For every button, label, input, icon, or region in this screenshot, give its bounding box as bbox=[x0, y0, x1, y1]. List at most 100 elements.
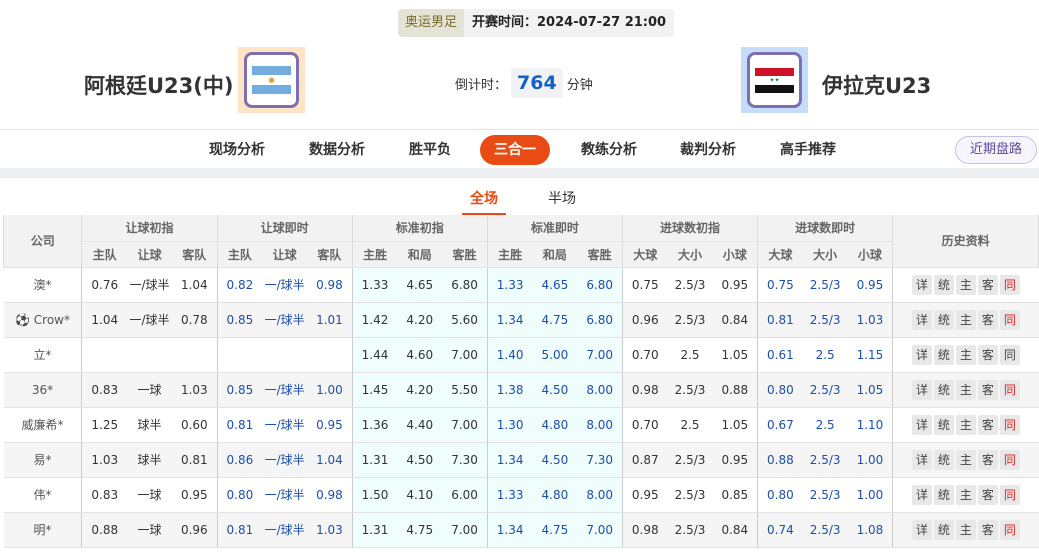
home-flag[interactable]: ● bbox=[238, 47, 305, 113]
company-name: 威廉希* bbox=[21, 418, 64, 432]
recent-trend-button[interactable]: 近期盘路 bbox=[954, 136, 1037, 164]
history-button[interactable]: 同 bbox=[999, 449, 1020, 470]
odds-cell: 8.00 bbox=[577, 407, 623, 443]
history-button[interactable]: 主 bbox=[955, 484, 976, 505]
history-button[interactable]: 主 bbox=[955, 449, 976, 470]
odds-cell: 0.80 bbox=[216, 477, 263, 513]
history-button[interactable]: 同 bbox=[999, 484, 1020, 505]
company-cell[interactable]: 立* bbox=[3, 337, 83, 373]
league-badge[interactable]: 奥运男足 bbox=[398, 9, 465, 37]
odds-cell: 1.30 bbox=[486, 407, 533, 443]
history-button[interactable]: 同 bbox=[999, 414, 1020, 435]
sub-header: 让球 bbox=[127, 241, 173, 268]
company-cell[interactable]: 36* bbox=[3, 372, 83, 408]
odds-cell: 1.03 bbox=[847, 302, 893, 338]
home-team-name[interactable]: 阿根廷U23(中) bbox=[84, 74, 234, 98]
tab-expert-picks[interactable]: 高手推荐 bbox=[780, 142, 836, 158]
history-button[interactable]: 统 bbox=[933, 309, 954, 330]
history-button[interactable]: 客 bbox=[977, 274, 998, 295]
odds-cell: 0.60 bbox=[172, 407, 218, 443]
company-cell[interactable]: 明* bbox=[3, 512, 83, 548]
sub-header: 大小 bbox=[667, 241, 713, 268]
tab-three-in-one[interactable]: 三合一 bbox=[480, 135, 550, 165]
tab-referee-analysis[interactable]: 裁判分析 bbox=[680, 142, 736, 158]
odds-cell: 1.15 bbox=[847, 337, 893, 373]
history-button[interactable]: 统 bbox=[933, 274, 954, 295]
tab-live-analysis[interactable]: 现场分析 bbox=[209, 142, 265, 158]
history-button[interactable]: 客 bbox=[977, 309, 998, 330]
history-button[interactable]: 同 bbox=[999, 379, 1020, 400]
history-button[interactable]: 客 bbox=[977, 449, 998, 470]
odds-cell: 0.85 bbox=[216, 372, 263, 408]
history-cell: 详统主客同 bbox=[892, 407, 1039, 443]
history-button[interactable]: 同 bbox=[999, 519, 1020, 540]
away-team-name[interactable]: 伊拉克U23 bbox=[822, 74, 932, 98]
group-header: 让球即时 bbox=[216, 215, 353, 242]
odds-cell: 4.75 bbox=[532, 302, 578, 338]
history-button[interactable]: 同 bbox=[999, 309, 1020, 330]
history-button[interactable]: 详 bbox=[911, 484, 932, 505]
odds-cell: 1.00 bbox=[847, 442, 893, 478]
odds-cell: 1.04 bbox=[307, 442, 353, 478]
history-button[interactable]: 详 bbox=[911, 274, 932, 295]
odds-cell: 6.80 bbox=[577, 267, 623, 303]
odds-cell: 2.5/3 bbox=[667, 477, 713, 513]
odds-cell: 4.80 bbox=[532, 477, 578, 513]
history-button[interactable]: 统 bbox=[933, 379, 954, 400]
history-button[interactable]: 主 bbox=[955, 309, 976, 330]
history-button[interactable]: 主 bbox=[955, 344, 976, 365]
odds-cell: 1.34 bbox=[486, 442, 533, 478]
company-cell[interactable]: ⚽ Crow* bbox=[3, 302, 83, 338]
company-cell[interactable]: 威廉希* bbox=[3, 407, 83, 443]
history-button[interactable]: 主 bbox=[955, 274, 976, 295]
away-flag[interactable]: ✦✦ bbox=[741, 47, 808, 113]
table-row: ⚽ Crow* 1.04 一/球半 0.78 0.85 一/球半 1.01 1.42 4.20 5… bbox=[3, 302, 1039, 338]
odds-cell: 0.80 bbox=[757, 372, 803, 408]
odds-cell: 0.84 bbox=[712, 512, 758, 548]
history-button[interactable]: 详 bbox=[911, 449, 932, 470]
subtab-full[interactable]: 全场 bbox=[462, 188, 506, 215]
tab-data-analysis[interactable]: 数据分析 bbox=[309, 142, 365, 158]
table-row: 澳* 0.76 一/球半 1.04 0.82 一/球半 0.98 1.33 4.65 6.80 1.… bbox=[3, 267, 1039, 303]
argentina-flag-icon: ● bbox=[244, 52, 299, 108]
group-header: 进球数初指 bbox=[621, 215, 759, 242]
odds-cell: 4.10 bbox=[397, 477, 443, 513]
odds-cell: 1.04 bbox=[81, 302, 127, 338]
history-button[interactable]: 客 bbox=[977, 344, 998, 365]
history-button[interactable]: 同 bbox=[999, 344, 1020, 365]
history-button[interactable]: 统 bbox=[933, 484, 954, 505]
history-button[interactable]: 客 bbox=[977, 484, 998, 505]
history-button[interactable]: 统 bbox=[933, 519, 954, 540]
history-button[interactable]: 主 bbox=[955, 414, 976, 435]
subtab-half[interactable]: 半场 bbox=[548, 191, 576, 207]
odds-cell: 0.86 bbox=[216, 442, 263, 478]
company-name: 明* bbox=[33, 523, 52, 537]
history-button[interactable]: 统 bbox=[933, 344, 954, 365]
history-button[interactable]: 详 bbox=[911, 414, 932, 435]
odds-cell: 0.85 bbox=[216, 302, 263, 338]
odds-cell: 2.5 bbox=[802, 337, 848, 373]
sub-header: 大球 bbox=[757, 241, 803, 268]
history-button[interactable]: 客 bbox=[977, 379, 998, 400]
odds-cell: 0.98 bbox=[621, 372, 668, 408]
history-button[interactable]: 主 bbox=[955, 519, 976, 540]
history-button[interactable]: 同 bbox=[999, 274, 1020, 295]
odds-cell: 2.5/3 bbox=[667, 442, 713, 478]
history-button[interactable]: 主 bbox=[955, 379, 976, 400]
odds-cell: 0.85 bbox=[712, 477, 758, 513]
history-button[interactable]: 详 bbox=[911, 309, 932, 330]
history-button[interactable]: 详 bbox=[911, 344, 932, 365]
company-cell[interactable]: 澳* bbox=[3, 267, 83, 303]
odds-cell: 0.83 bbox=[81, 477, 127, 513]
history-button[interactable]: 详 bbox=[911, 519, 932, 540]
history-button[interactable]: 客 bbox=[977, 519, 998, 540]
company-cell[interactable]: 易* bbox=[3, 442, 83, 478]
history-button[interactable]: 统 bbox=[933, 414, 954, 435]
odds-cell: 0.96 bbox=[172, 512, 218, 548]
history-button[interactable]: 详 bbox=[911, 379, 932, 400]
tab-coach-analysis[interactable]: 教练分析 bbox=[581, 142, 637, 158]
history-button[interactable]: 统 bbox=[933, 449, 954, 470]
company-cell[interactable]: 伟* bbox=[3, 477, 83, 513]
history-button[interactable]: 客 bbox=[977, 414, 998, 435]
tab-win-draw-lose[interactable]: 胜平负 bbox=[409, 142, 451, 158]
